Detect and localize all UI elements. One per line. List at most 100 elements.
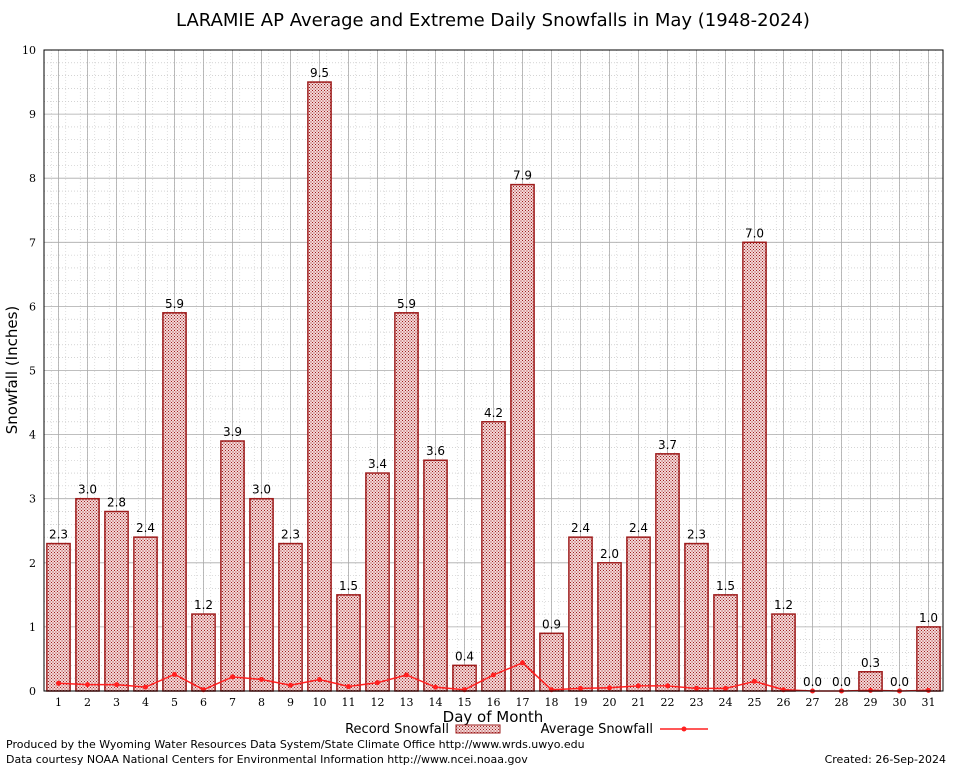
x-tick-label: 22: [661, 696, 675, 709]
y-tick-label: 3: [29, 493, 36, 506]
x-tick-label: 20: [603, 696, 617, 709]
record-bar: [220, 440, 245, 692]
bar-value-label: 1.5: [716, 579, 735, 593]
plot-frame: [43, 49, 944, 692]
bar-value-label: 2.4: [136, 521, 155, 535]
x-tick-label: 23: [690, 696, 704, 709]
x-tick-label: 25: [748, 696, 762, 709]
bar-value-label: 1.5: [339, 579, 358, 593]
average-point: [143, 684, 148, 690]
y-tick-label: 10: [22, 44, 36, 57]
bar-value-label: 3.9: [223, 425, 242, 439]
y-axis-label: Snowfall (Inches): [3, 306, 21, 434]
record-bar: [365, 472, 390, 692]
average-point: [172, 671, 177, 677]
record-bar: [191, 613, 216, 692]
x-tick-label: 6: [200, 696, 207, 709]
x-tick-label: 9: [287, 696, 294, 709]
average-point: [520, 660, 525, 666]
x-tick-label: 26: [777, 696, 791, 709]
bar-value-label: 2.3: [687, 528, 706, 542]
y-tick-label: 8: [29, 172, 36, 185]
record-bar: [481, 421, 506, 692]
record-bar: [307, 81, 332, 692]
average-point: [433, 684, 438, 690]
record-bar: [423, 459, 448, 692]
x-tick-label: 30: [893, 696, 907, 709]
average-point: [607, 685, 612, 691]
average-point: [317, 676, 322, 682]
record-bar: [336, 594, 361, 692]
average-point: [491, 672, 496, 678]
x-tick-label: 10: [313, 696, 327, 709]
y-tick-label: 0: [29, 685, 36, 698]
x-tick-label: 12: [371, 696, 385, 709]
bar-value-label: 0.9: [542, 617, 561, 631]
x-tick-label: 2: [84, 696, 91, 709]
y-tick-label: 7: [29, 236, 36, 249]
record-bar: [916, 626, 941, 692]
legend-average-label: Average Snowfall: [541, 722, 653, 737]
record-bar: [394, 312, 419, 692]
bar-value-label: 2.4: [571, 521, 590, 535]
bar-value-label: 1.2: [194, 598, 213, 612]
x-tick-label: 18: [545, 696, 559, 709]
chart-title: LARAMIE AP Average and Extreme Daily Sno…: [176, 10, 810, 31]
x-tick-label: 27: [806, 696, 820, 709]
record-bar: [162, 312, 187, 692]
x-tick-label: 4: [142, 696, 149, 709]
bar-value-label: 3.0: [78, 483, 97, 497]
average-point: [288, 682, 293, 688]
record-bar: [742, 241, 767, 692]
x-tick-label: 7: [229, 696, 236, 709]
bar-value-label: 2.4: [629, 521, 648, 535]
bar-value-label: 4.2: [484, 406, 503, 420]
record-bar: [452, 664, 477, 692]
bar-value-label: 3.0: [252, 483, 271, 497]
average-point: [85, 682, 90, 688]
bar-value-label: 2.8: [107, 496, 126, 510]
bar-value-label: 0.3: [861, 656, 880, 670]
record-bar: [655, 453, 680, 692]
bar-value-label: 2.0: [600, 547, 619, 561]
record-bar: [713, 594, 738, 692]
x-tick-label: 11: [342, 696, 356, 709]
bar-value-label: 7.0: [745, 226, 764, 240]
record-bar: [278, 542, 303, 692]
average-point: [114, 682, 119, 688]
x-tick-label: 24: [719, 696, 733, 709]
record-bar: [626, 536, 651, 692]
legend-record-swatch: [455, 724, 501, 734]
record-bar: [771, 613, 796, 692]
record-bar: [75, 497, 100, 692]
bar-value-label: 3.4: [368, 457, 387, 471]
x-tick-label: 1: [55, 696, 62, 709]
created-date: Created: 26-Sep-2024: [824, 753, 946, 766]
x-tick-label: 14: [429, 696, 443, 709]
footer-credit-line-2: Data courtesy NOAA National Centers for …: [6, 753, 528, 766]
bar-value-label: 1.2: [774, 598, 793, 612]
x-tick-label: 19: [574, 696, 588, 709]
bar-value-label: 3.7: [658, 438, 677, 452]
x-axis-label: Day of Month: [443, 708, 544, 726]
record-bar: [133, 536, 158, 692]
x-tick-label: 8: [258, 696, 265, 709]
bar-value-label: 0.0: [803, 675, 822, 689]
x-tick-label: 21: [632, 696, 646, 709]
bars: [46, 81, 941, 692]
average-point: [259, 676, 264, 682]
legend-record-label: Record Snowfall: [345, 722, 449, 737]
x-tick-labels: 1 2 3 4 5 6 7 8 9 10 11 12 13 14 15 16 17 18 19 20 21 22 23 24 2…: [55, 696, 936, 709]
average-point: [578, 685, 583, 691]
bar-value-label: 0.0: [890, 675, 909, 689]
average-point: [375, 680, 380, 686]
y-tick-label: 2: [29, 557, 36, 570]
average-point: [230, 674, 235, 680]
bar-value-label: 5.9: [165, 297, 184, 311]
x-tick-label: 29: [864, 696, 878, 709]
bar-value-label: 9.5: [310, 66, 329, 80]
y-tick-label: 9: [29, 108, 36, 121]
bar-value-label: 5.9: [397, 297, 416, 311]
legend: Record Snowfall Average Snowfall: [345, 722, 708, 737]
